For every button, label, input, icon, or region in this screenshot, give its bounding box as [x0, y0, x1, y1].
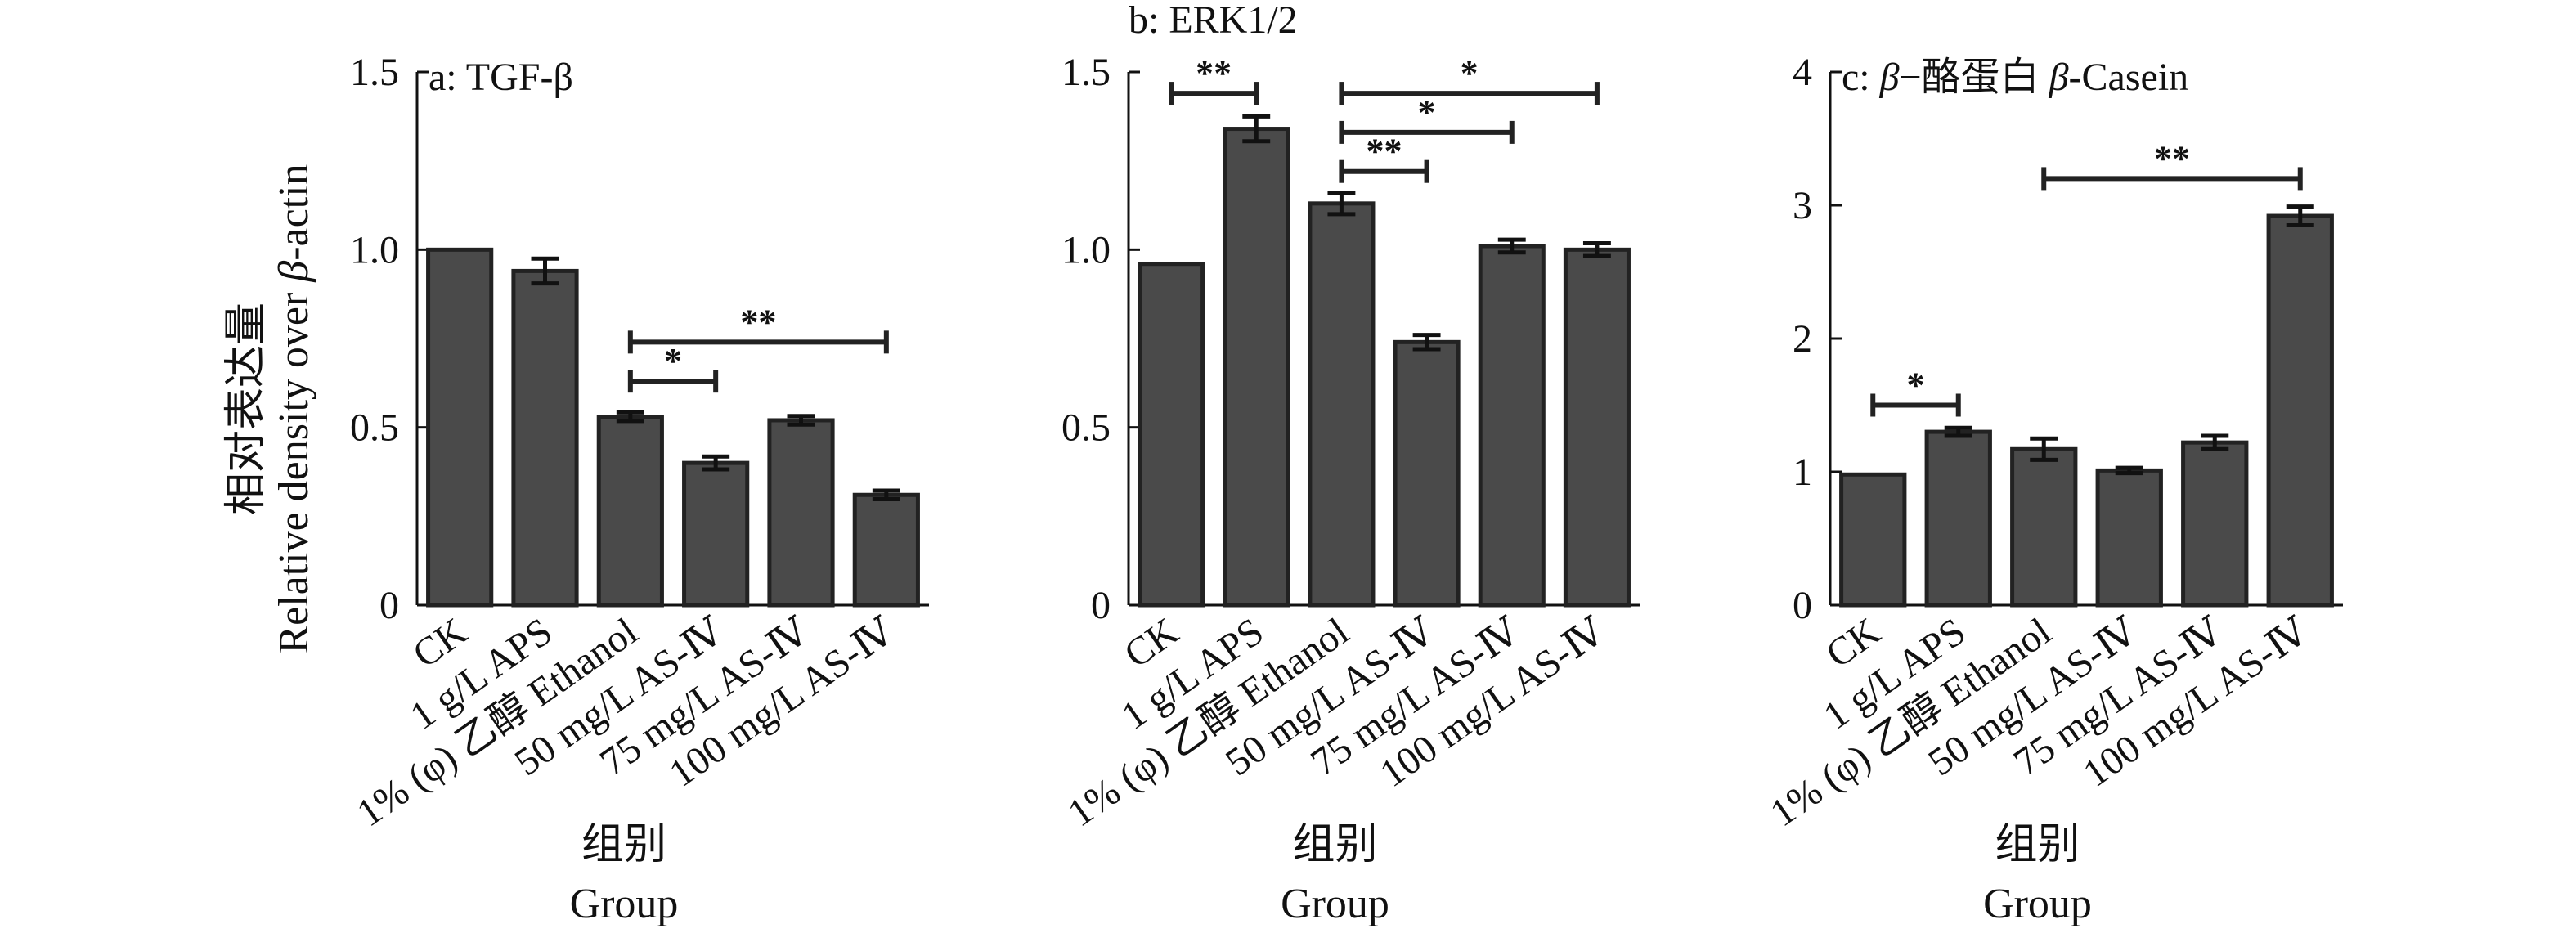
significance-label: ** — [2154, 138, 2190, 178]
x-axis-title-en: Group — [1281, 881, 1389, 927]
error-bar — [1497, 237, 1526, 255]
y-tick-label: 0 — [1091, 584, 1111, 627]
y-tick-label: 0.5 — [1061, 406, 1111, 450]
error-bar — [1944, 425, 1972, 438]
panel-title: a: TGF-β — [429, 56, 573, 99]
error-bar — [872, 488, 900, 501]
x-axis-title-zh: 组别 — [1995, 822, 2080, 868]
bar — [1308, 201, 1376, 608]
error-bar — [1412, 333, 1441, 352]
bar — [2095, 468, 2163, 608]
bar — [1478, 244, 1546, 608]
error-bar — [2286, 204, 2314, 227]
significance-bracket: ** — [1339, 132, 1429, 183]
error-bar — [1327, 191, 1356, 217]
significance-label: * — [1418, 92, 1436, 132]
y-tick-label: 4 — [1793, 51, 1812, 94]
significance-label: ** — [1367, 132, 1402, 172]
y-tick-label: 0 — [1793, 584, 1812, 627]
significance-label: ** — [740, 302, 776, 342]
panel-title-part: c: — [1842, 56, 1880, 99]
panel-title-part: −酪蛋白 — [1900, 56, 2049, 99]
panel-title-part: β — [2049, 56, 2069, 99]
significance-bracket: * — [1870, 366, 1961, 417]
significance-label: * — [664, 341, 682, 381]
y-axis-title-en-prefix: Relative density over — [271, 282, 317, 654]
y-tick-label: 1.0 — [350, 228, 399, 271]
y-axis-title-zh: 相对表达量 — [223, 303, 270, 515]
panel-title: b: ERK1/2 — [1129, 0, 1298, 42]
bar — [2266, 213, 2334, 608]
bar — [1924, 429, 1992, 608]
bar — [1223, 127, 1290, 608]
panel-title-part: b: ERK1/2 — [1129, 0, 1298, 42]
bar — [596, 415, 664, 608]
bar — [682, 460, 750, 608]
bar — [511, 268, 579, 608]
y-tick-label: 0 — [379, 584, 399, 627]
y-tick-label: 1.5 — [1061, 51, 1111, 94]
panel-title-part: β — [1879, 56, 1900, 99]
x-axis-title-en: Group — [570, 881, 679, 927]
significance-bracket: * — [1339, 53, 1600, 105]
significance-bracket: * — [1339, 92, 1515, 144]
error-bar — [2115, 465, 2143, 476]
bar — [1393, 339, 1461, 608]
bar — [1138, 262, 1205, 608]
error-bar — [2030, 436, 2058, 462]
significance-label: * — [1461, 53, 1479, 93]
x-axis-title-zh: 组别 — [581, 822, 666, 868]
error-bar — [2201, 433, 2229, 451]
significance-label: * — [1907, 366, 1925, 406]
error-bar — [702, 454, 730, 472]
bar — [767, 418, 835, 608]
y-tick-label: 2 — [1793, 317, 1812, 361]
y-axis-title-en-beta: β — [271, 261, 317, 283]
y-axis-title-en-suffix: -actin — [271, 164, 317, 260]
bar — [852, 492, 920, 608]
y-tick-label: 3 — [1793, 184, 1812, 227]
y-axis-title: 相对表达量 Relative density over β-actin — [223, 164, 317, 653]
bar — [2010, 446, 2078, 608]
y-tick-label: 1 — [1793, 451, 1812, 494]
error-bar — [1582, 241, 1611, 258]
y-tick-label: 0.5 — [350, 406, 399, 450]
bar — [2181, 440, 2249, 608]
significance-label: ** — [1196, 53, 1232, 93]
significance-bracket: ** — [2041, 138, 2303, 191]
y-tick-label: 1.5 — [350, 51, 399, 94]
panel-title-part: a: TGF-β — [429, 56, 573, 99]
error-bar — [1242, 114, 1271, 144]
significance-bracket: ** — [627, 302, 889, 354]
panel-title: c: β−酪蛋白 β-Casein — [1842, 56, 2188, 99]
significance-bracket: ** — [1169, 53, 1259, 105]
bar — [426, 247, 494, 608]
x-axis-title-en: Group — [1983, 881, 2092, 927]
bar — [1563, 247, 1631, 608]
panel-title-part: -Casein — [2069, 56, 2189, 99]
error-bar — [531, 256, 559, 286]
y-tick-label: 1.0 — [1061, 228, 1111, 271]
error-bar — [787, 414, 815, 427]
x-axis-title-zh: 组别 — [1292, 822, 1377, 868]
bar — [1839, 472, 1907, 608]
significance-bracket: * — [627, 341, 719, 393]
error-bar — [616, 410, 644, 424]
y-axis-title-en: Relative density over β-actin — [271, 164, 317, 653]
